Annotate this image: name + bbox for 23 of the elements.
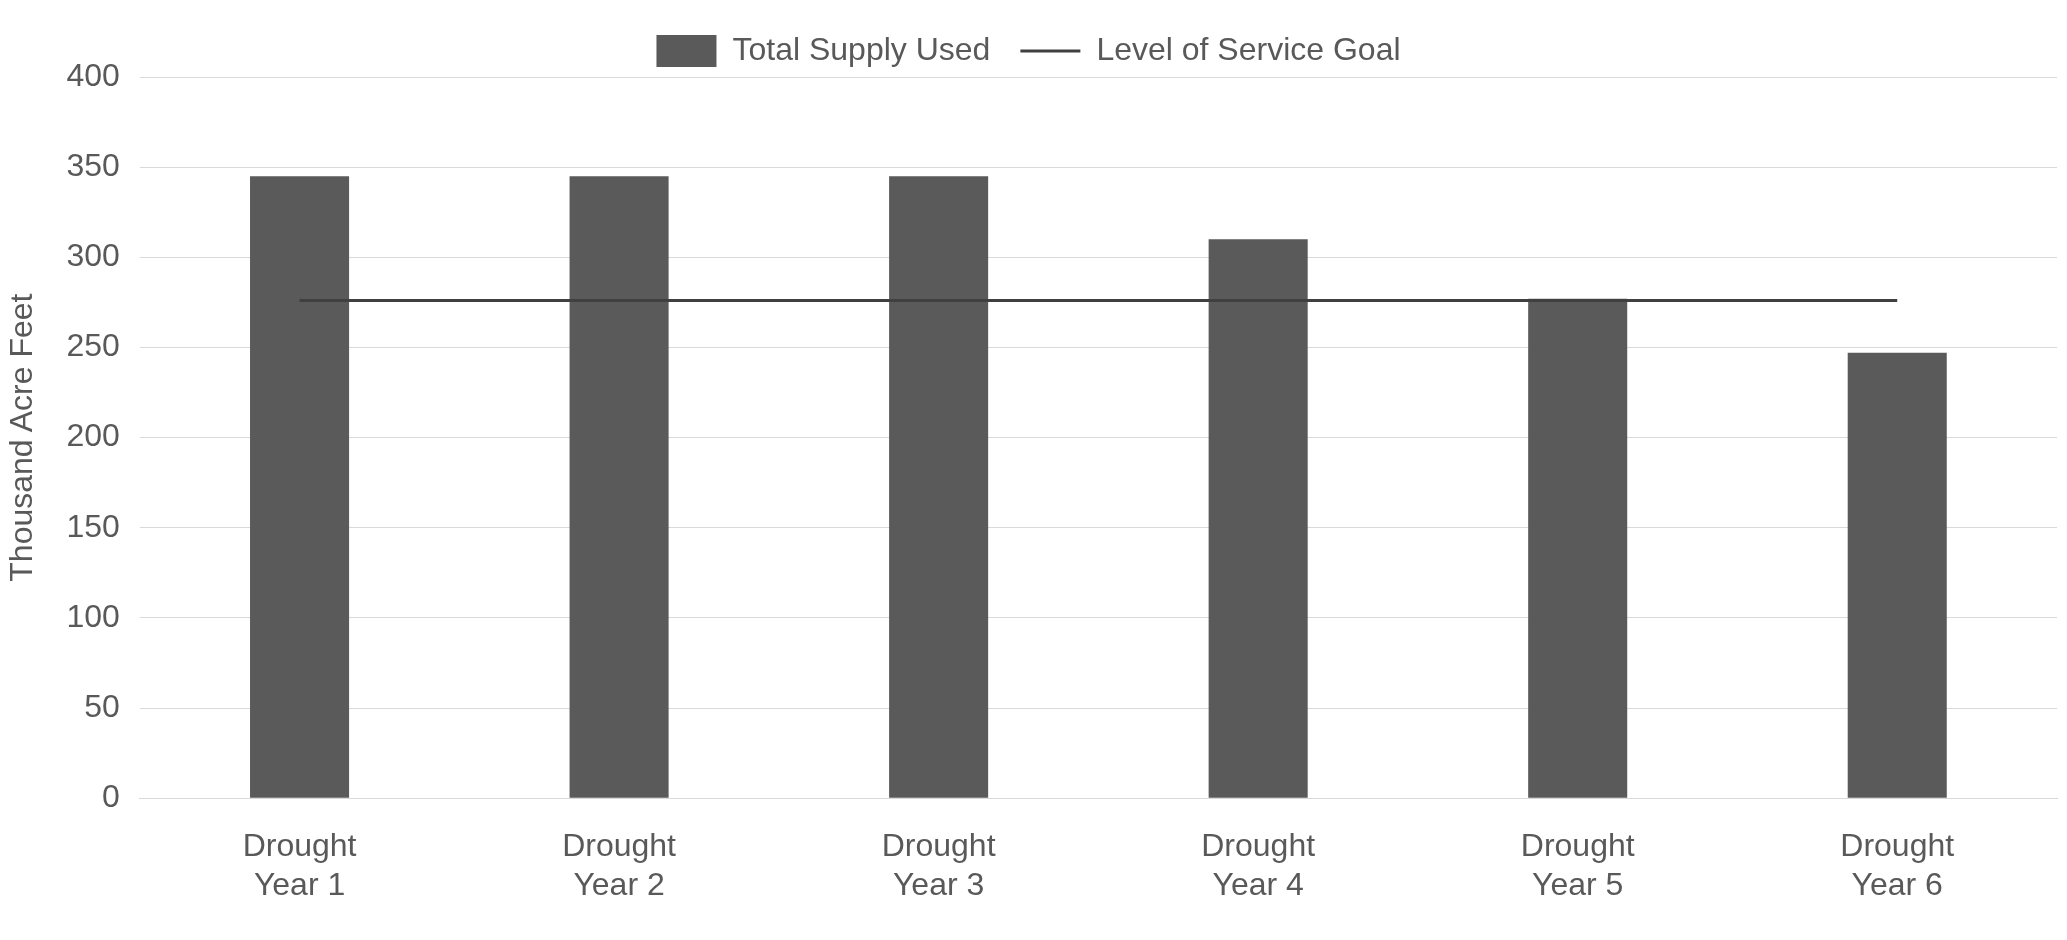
y-tick-label: 250: [66, 327, 120, 364]
y-tick-label: 0: [101, 778, 120, 815]
legend-label: Level of Service Goal: [1096, 30, 1401, 67]
x-tick-label: Drought Year 6: [1840, 827, 1955, 902]
x-tick-label: Drought Year 3: [881, 827, 996, 902]
bar: [569, 176, 669, 798]
y-tick-label: 50: [84, 687, 120, 724]
bar: [250, 176, 350, 798]
x-tick-label: Drought Year 1: [242, 827, 357, 902]
y-tick-label: 400: [66, 56, 120, 93]
y-tick-label: 200: [66, 417, 120, 454]
x-tick-label: Drought Year 2: [562, 827, 677, 902]
legend-label: Total Supply Used: [732, 30, 991, 67]
bar: [1208, 239, 1308, 798]
y-tick-label: 100: [66, 597, 120, 634]
bar: [889, 176, 989, 798]
bar: [1847, 352, 1947, 798]
x-tick-label: Drought Year 5: [1520, 827, 1635, 902]
y-tick-label: 300: [66, 237, 120, 274]
y-tick-label: 350: [66, 146, 120, 183]
x-tick-label: Drought Year 4: [1201, 827, 1316, 902]
y-tick-label: 150: [66, 507, 120, 544]
y-axis-title: Thousand Acre Feet: [3, 293, 40, 582]
